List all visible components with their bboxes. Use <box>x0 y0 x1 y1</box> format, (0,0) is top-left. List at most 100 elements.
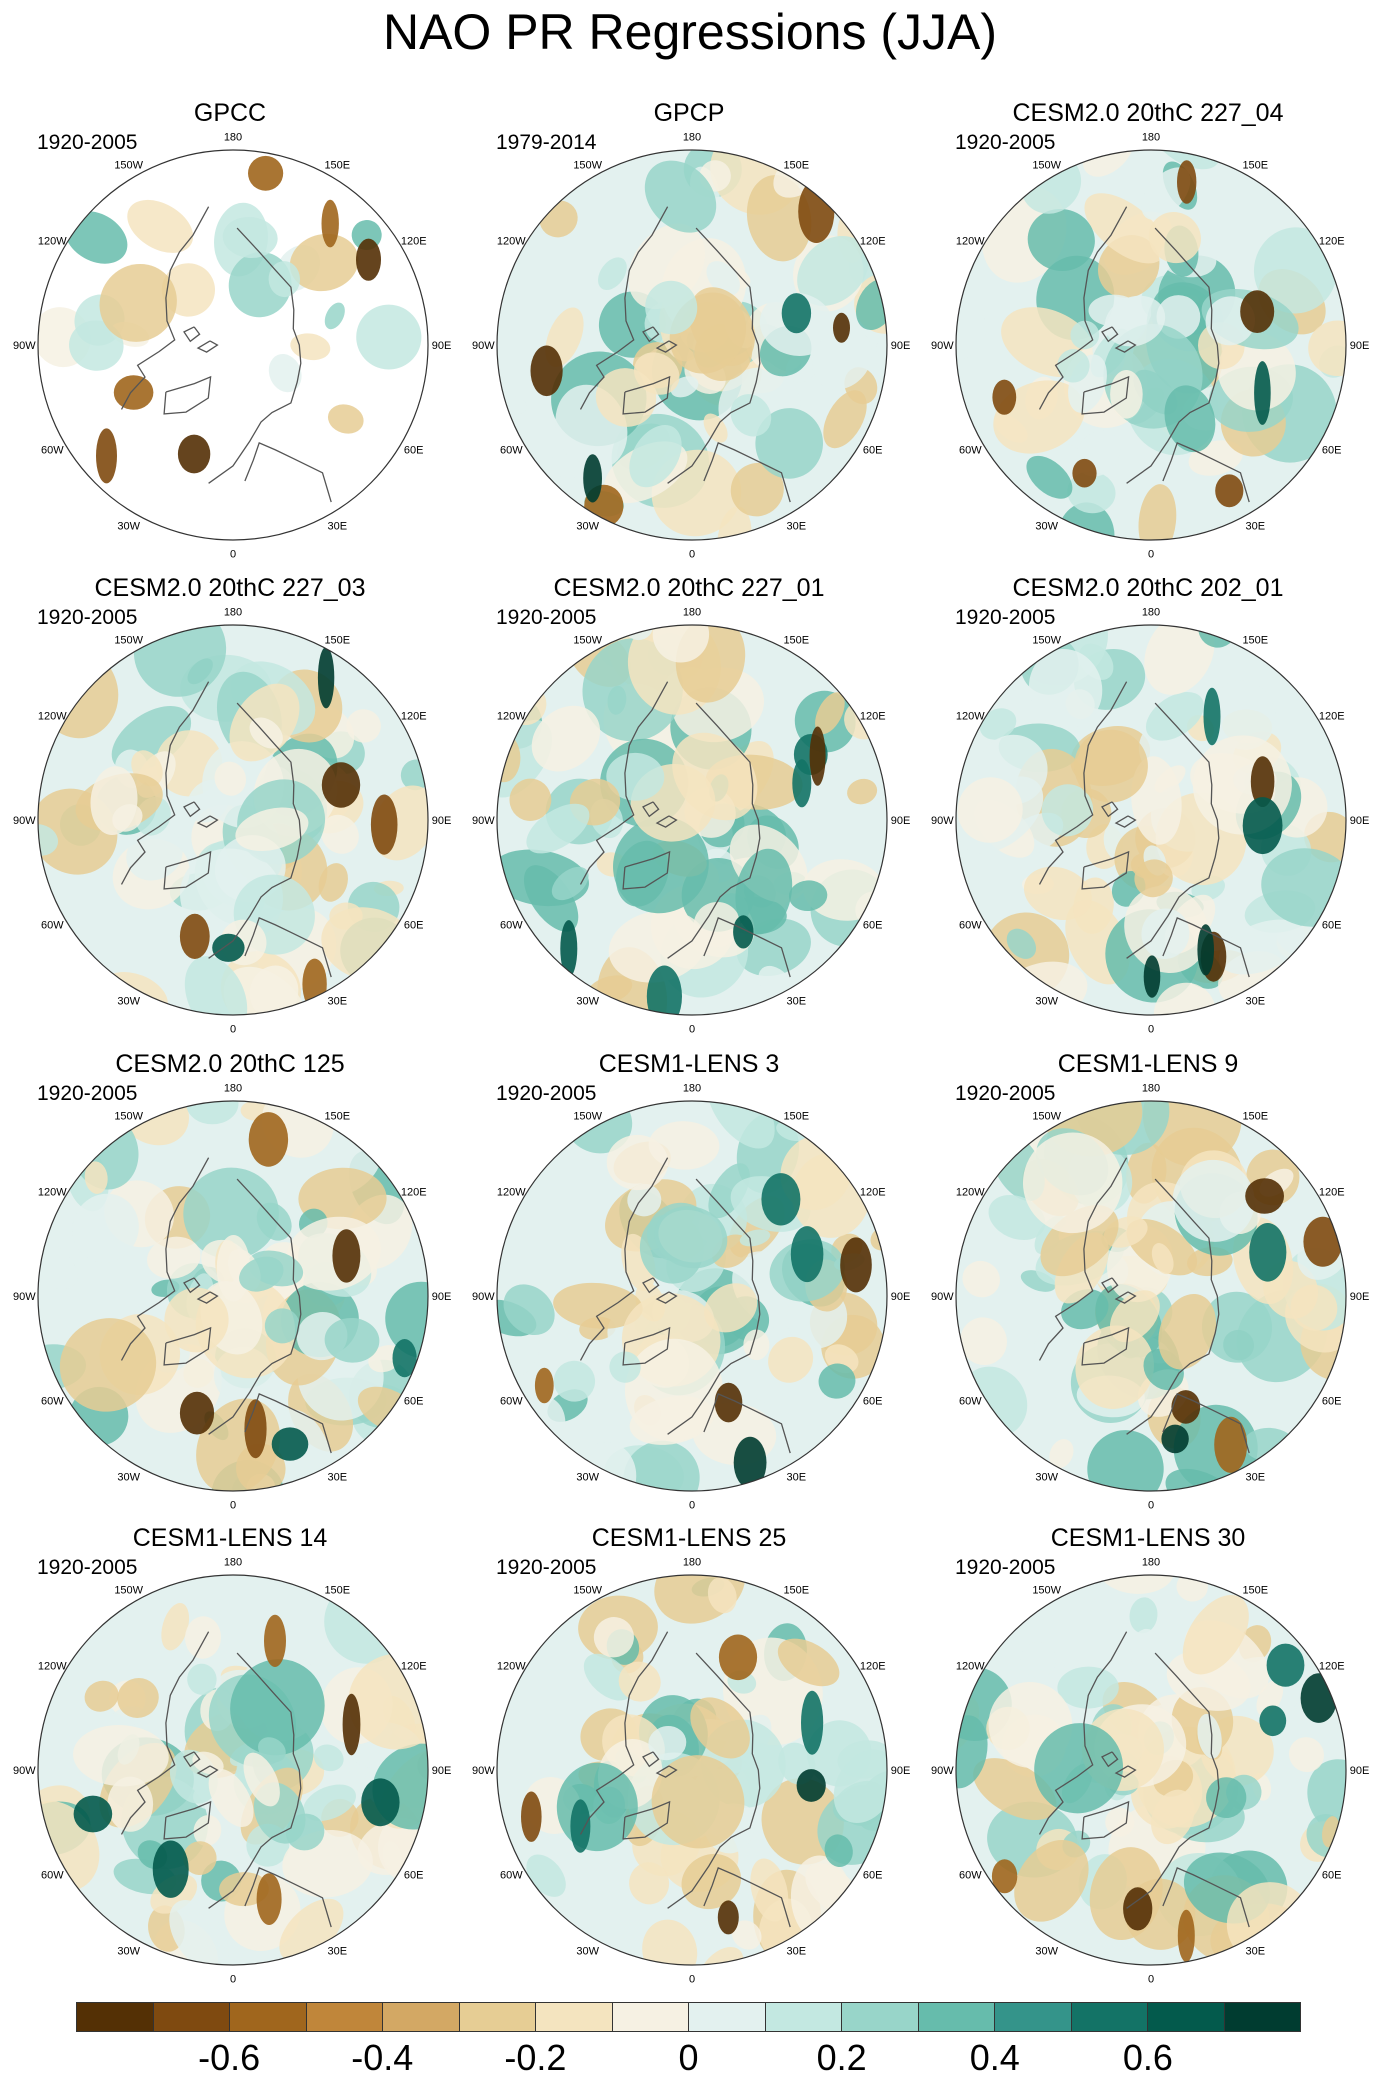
longitude-label: 120W <box>497 1187 526 1199</box>
coastline <box>667 702 761 959</box>
longitude-label: 90W <box>472 340 495 352</box>
longitude-label: 60E <box>404 1395 424 1407</box>
longitude-label: 150E <box>783 1584 809 1596</box>
field-blob <box>629 1862 670 1905</box>
field-blob <box>214 761 247 796</box>
anomaly-core <box>717 1900 739 1935</box>
panel-period: 1920-2005 <box>496 1082 597 1105</box>
field-blob <box>1218 919 1305 975</box>
field-blob <box>812 327 872 390</box>
anomaly-core <box>798 180 835 243</box>
coastline <box>1162 442 1250 503</box>
field-blob <box>127 199 194 253</box>
longitude-label: 60W <box>41 1869 64 1881</box>
field-blob <box>169 1899 229 1965</box>
anomaly-core <box>1177 1909 1195 1962</box>
anomaly-core <box>570 1799 591 1853</box>
coastline <box>1038 1631 1128 1835</box>
coastline <box>183 801 201 818</box>
anomaly-core <box>1250 756 1275 807</box>
longitude-label: 150W <box>573 1584 602 1596</box>
field-blob <box>876 336 887 366</box>
longitude-label: 60W <box>959 919 982 931</box>
anomaly-core <box>244 1399 267 1459</box>
polar-map: 180 150E 120E 90E 60E 30E 0 30W 60W 90W 120W 150W <box>13 1556 451 1985</box>
coastline <box>120 1631 210 1835</box>
longitude-label: 60W <box>959 444 982 456</box>
longitude-label: 180 <box>224 1556 242 1568</box>
field-blob <box>629 424 682 488</box>
anomaly-core <box>1197 924 1214 976</box>
longitude-label: 150E <box>783 1110 809 1122</box>
map-border <box>496 1100 888 1492</box>
anomaly-core <box>992 379 1017 415</box>
field-blob <box>268 353 302 393</box>
panel-period: 1920-2005 <box>955 1556 1056 1579</box>
coastline <box>655 815 678 828</box>
anomaly-core <box>1266 1643 1305 1687</box>
coastline <box>655 1765 678 1778</box>
field-blob <box>1142 1101 1242 1167</box>
field-blob <box>324 1317 380 1363</box>
colorbar-swatch <box>918 2003 995 2031</box>
map-panel: CESM2.0 20thC 125 1920-2005 180 150E 120E 90E… <box>0 1048 460 1523</box>
coastline <box>1081 1800 1130 1840</box>
longitude-label: 30E <box>787 996 807 1008</box>
coastline <box>1114 1765 1137 1778</box>
field-blob <box>606 752 665 801</box>
field-blob <box>1211 680 1276 750</box>
panel-period: 1920-2005 <box>955 131 1056 154</box>
coastline <box>1081 1326 1130 1366</box>
coastline <box>196 340 219 353</box>
longitude-label: 120W <box>497 1661 526 1673</box>
map-panel: CESM1-LENS 3 1920-2005 180 150E 120E 90E 60E 30… <box>459 1048 919 1523</box>
field-blob <box>824 1834 853 1867</box>
anomaly-core <box>1215 474 1244 508</box>
coastline <box>183 1277 201 1294</box>
field-blob <box>243 1752 280 1807</box>
panel-period: 1920-2005 <box>955 1082 1056 1105</box>
field-blob <box>847 778 878 805</box>
anomaly-core <box>302 958 327 1010</box>
coastline <box>1081 375 1130 415</box>
longitude-label: 60W <box>500 1395 523 1407</box>
field-blob <box>553 1360 596 1402</box>
longitude-label: 30E <box>787 521 807 533</box>
field-blob <box>208 1768 254 1828</box>
anomaly-core <box>991 1859 1018 1894</box>
coastline <box>196 815 219 828</box>
field-blob <box>1026 455 1073 499</box>
coastline <box>244 1867 332 1928</box>
field-blob <box>69 320 124 371</box>
field-blob <box>1201 1291 1273 1363</box>
colorbar-swatch <box>536 2003 613 2031</box>
polar-map: 180 150E 120E 90E 60E 30E 0 30W 60W 90W 120W 150W <box>13 1082 451 1511</box>
longitude-label: 120W <box>956 1661 985 1673</box>
anomaly-core <box>560 920 578 978</box>
field-blob <box>648 1725 687 1761</box>
colorbar-swatch <box>153 2003 230 2031</box>
anomaly-core <box>179 913 210 959</box>
longitude-label: 30W <box>117 521 140 533</box>
longitude-label: 60E <box>1322 1869 1342 1881</box>
field-blob <box>1308 320 1346 377</box>
longitude-label: 60E <box>1322 444 1342 456</box>
field-blob <box>1027 208 1095 272</box>
longitude-label: 150E <box>324 634 350 646</box>
coastline <box>667 1652 761 1909</box>
longitude-label: 150W <box>1032 634 1061 646</box>
longitude-label: 120E <box>860 236 886 248</box>
longitude-label: 120W <box>497 711 526 723</box>
anomaly-core <box>733 1436 767 1489</box>
longitude-label: 90E <box>432 815 452 827</box>
coastline <box>655 340 678 353</box>
anomaly-core <box>1254 361 1271 425</box>
longitude-label: 120E <box>1319 1187 1345 1199</box>
field-blob <box>731 1920 762 1950</box>
polar-map: 180 150E 120E 90E 60E 30E 0 30W 60W 90W 120W 150W <box>472 606 910 1035</box>
field-blob <box>147 1236 201 1279</box>
longitude-label: 60E <box>404 1869 424 1881</box>
longitude-label: 90W <box>13 815 36 827</box>
longitude-label: 180 <box>1142 1556 1160 1568</box>
coastline <box>163 1800 212 1840</box>
